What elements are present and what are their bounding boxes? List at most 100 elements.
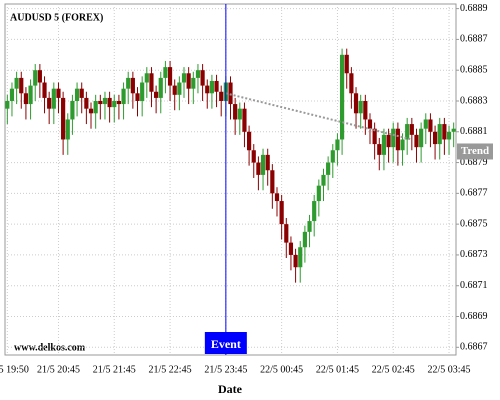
candle-body [116, 100, 122, 105]
candle-body [47, 97, 52, 109]
candle-body [28, 85, 33, 105]
candle-body [233, 104, 238, 120]
candle-body [14, 77, 19, 89]
chart-title: AUDUSD 5 (FOREX) [10, 12, 103, 23]
x-tick-label: 21/5 22:45 [149, 364, 192, 375]
candle-body [353, 93, 359, 114]
candle-body [209, 80, 214, 94]
candle-body [442, 124, 447, 140]
candle-body [126, 77, 131, 89]
candle-body [372, 128, 377, 145]
candle-body [307, 221, 312, 232]
candle-body [377, 144, 382, 155]
candle-body [74, 88, 80, 101]
candle-body [247, 131, 252, 151]
candle-body [270, 170, 275, 194]
candle-body [451, 128, 456, 132]
candle-body [256, 162, 261, 175]
y-tick-label: 0.6873 [460, 249, 488, 260]
candle-body [316, 185, 321, 202]
candle-body [330, 150, 335, 163]
candle-body [423, 119, 428, 129]
trend-label: Trend [461, 145, 489, 157]
candle-body [274, 193, 280, 202]
candle-body [107, 97, 112, 108]
candle-body [260, 154, 266, 175]
candle-body [228, 82, 233, 105]
candle-body [186, 73, 191, 89]
candle-body [167, 67, 173, 86]
candle-body [200, 70, 205, 86]
candle-body [84, 97, 89, 109]
candle-body [98, 100, 103, 105]
candle-body [219, 91, 224, 101]
y-tick-label: 0.6875 [460, 218, 488, 229]
candle-body [149, 73, 154, 92]
candle-body [428, 119, 433, 132]
x-tick-label: 21/5 20:45 [37, 364, 80, 375]
y-tick-label: 0.6871 [460, 280, 488, 291]
y-tick-label: 0.6867 [460, 342, 488, 353]
candle-body [344, 54, 349, 74]
candle-body [214, 80, 219, 92]
candle-body [419, 128, 424, 148]
x-tick-label: 22/5 02:45 [372, 364, 415, 375]
candle-body [302, 231, 307, 248]
trend-label-box [457, 143, 493, 160]
y-tick-label: 0.6887 [460, 34, 488, 45]
plot-area [4, 3, 457, 356]
candle-body [284, 224, 289, 243]
candle-body [251, 150, 256, 163]
candle-body [288, 242, 294, 255]
candle-body [79, 88, 84, 98]
candle-body [61, 97, 66, 140]
candle-body [409, 124, 414, 135]
candle-body [121, 88, 126, 105]
candle-body [405, 124, 410, 140]
candle-body [130, 77, 135, 94]
candle-body [33, 70, 38, 86]
candle-body [172, 85, 177, 95]
candle-body [395, 128, 400, 151]
candle-body [414, 134, 419, 148]
x-tick-label: 22/5 03:45 [427, 364, 470, 375]
candle-body [298, 247, 303, 268]
candle-body [135, 93, 140, 101]
candle-body [102, 97, 108, 105]
candle-body [237, 108, 242, 120]
x-axis-title: Date [218, 382, 243, 396]
y-tick-label: 0.6881 [460, 126, 488, 137]
candle-body [51, 88, 56, 109]
candle-body [391, 128, 396, 148]
candle-body [140, 82, 145, 101]
event-label-box [204, 332, 247, 354]
x-tick-label: 21/5 23:45 [204, 364, 247, 375]
source-label: www.delkos.com [14, 342, 86, 353]
candle-body [367, 119, 373, 129]
candle-body [265, 154, 270, 171]
y-tick-label: 0.6869 [460, 311, 488, 322]
candle-body [358, 100, 363, 114]
candle-body [446, 131, 452, 140]
candle-body [88, 108, 94, 114]
candle-body [349, 73, 354, 94]
x-tick-label: 21/5 19:50 [0, 364, 29, 375]
candle-body [279, 201, 284, 225]
candle-body [93, 100, 98, 114]
candle-body [112, 100, 117, 108]
x-tick-label: 22/5 01:45 [316, 364, 359, 375]
candle-body [158, 77, 163, 98]
candle-body [293, 254, 298, 268]
candle-body [177, 82, 182, 95]
candle-body [9, 88, 15, 101]
candle-body [326, 162, 331, 175]
candle-body [195, 70, 201, 78]
candle-body [19, 77, 24, 94]
candle-body [339, 54, 345, 140]
y-tick-label: 0.6889 [460, 3, 488, 14]
y-tick-label: 0.6879 [460, 157, 488, 168]
candle-body [386, 134, 391, 148]
candle-body [432, 131, 438, 145]
candle-body [381, 134, 387, 155]
